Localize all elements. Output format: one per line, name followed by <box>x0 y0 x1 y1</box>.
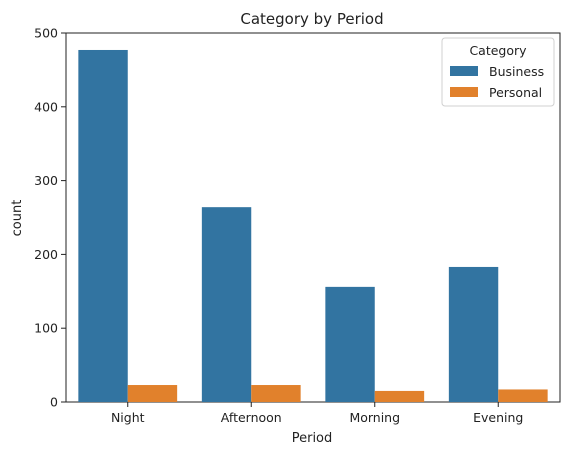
y-tick-label: 100 <box>34 321 58 336</box>
legend: Category Business Personal <box>441 37 555 107</box>
y-axis: 0 100 200 300 400 500 <box>34 26 66 410</box>
bar-business-night <box>78 49 128 402</box>
bar-personal-night <box>127 385 178 402</box>
bar-personal-afternoon <box>251 385 301 402</box>
x-tick-label: Evening <box>473 410 523 425</box>
x-axis: Night Afternoon Morning Evening <box>111 402 523 425</box>
bar-business-evening <box>448 266 499 402</box>
plot-frame <box>65 32 561 403</box>
y-tick-label: 500 <box>34 26 58 41</box>
x-tick-label: Afternoon <box>221 410 282 425</box>
bar-personal-morning <box>374 390 425 402</box>
x-tick-label: Night <box>111 410 145 425</box>
chart-title: Category by Period <box>240 10 383 28</box>
x-tick-label: Morning <box>349 410 400 425</box>
bar-personal-evening <box>498 389 548 402</box>
y-tick-label: 200 <box>34 247 58 262</box>
legend-swatch-personal <box>450 87 478 97</box>
legend-title: Category <box>469 43 527 58</box>
bar-business-afternoon <box>201 207 252 402</box>
bars <box>78 49 548 402</box>
legend-label-personal: Personal <box>489 85 542 100</box>
y-tick-label: 0 <box>50 395 58 410</box>
y-tick-label: 300 <box>34 173 58 188</box>
bar-business-morning <box>325 286 375 402</box>
legend-label-business: Business <box>489 64 544 79</box>
legend-swatch-business <box>450 66 478 76</box>
x-axis-label: Period <box>292 431 333 446</box>
y-tick-label: 400 <box>34 99 58 114</box>
plot-area: 0 100 200 300 400 500 Night Afternoon Morning Ev… <box>34 26 561 425</box>
y-axis-label: count <box>10 200 25 237</box>
